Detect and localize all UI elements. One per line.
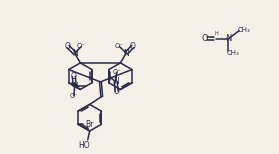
Text: N: N bbox=[113, 77, 119, 86]
Text: CH₃: CH₃ bbox=[227, 50, 240, 56]
Text: O⁻: O⁻ bbox=[112, 69, 121, 75]
Text: O: O bbox=[130, 42, 136, 51]
Text: O: O bbox=[65, 42, 71, 51]
Text: CH₃: CH₃ bbox=[238, 27, 251, 33]
Text: Br: Br bbox=[85, 120, 93, 129]
Text: O⁻: O⁻ bbox=[77, 43, 86, 49]
Text: O: O bbox=[201, 34, 208, 43]
Text: N: N bbox=[123, 49, 129, 58]
Text: HO: HO bbox=[78, 141, 90, 150]
Text: N: N bbox=[225, 34, 232, 43]
Text: N: N bbox=[72, 49, 78, 58]
Text: O⁻: O⁻ bbox=[115, 43, 124, 49]
Text: O: O bbox=[71, 72, 77, 81]
Text: N: N bbox=[72, 82, 78, 91]
Text: H: H bbox=[215, 31, 218, 36]
Text: O⁻: O⁻ bbox=[69, 93, 78, 99]
Text: O: O bbox=[114, 87, 120, 96]
